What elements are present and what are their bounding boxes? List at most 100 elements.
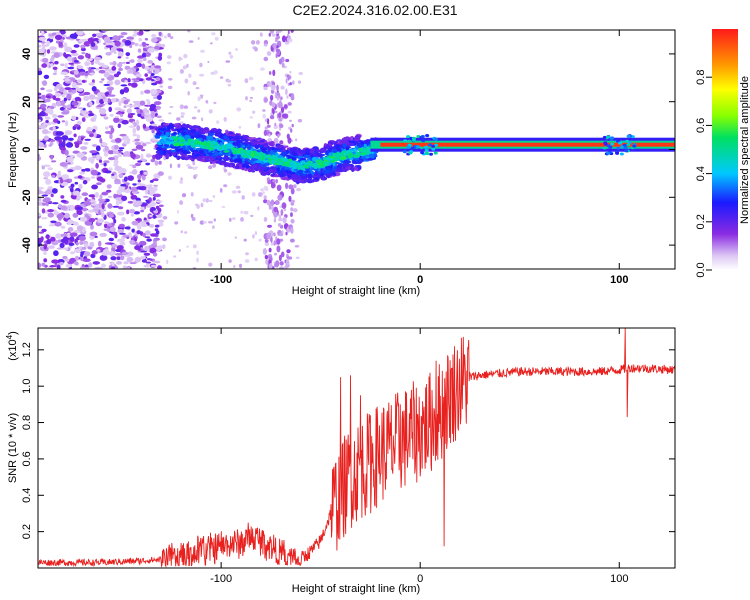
heatmap-cell: [264, 162, 270, 166]
heatmap-cell: [86, 126, 93, 131]
heatmap-cell: [238, 125, 242, 129]
heatmap-cell: [55, 233, 62, 239]
colorbar-tick-label: 0.6: [695, 118, 707, 133]
heatmap-cell: [55, 40, 60, 44]
heatmap-cell: [108, 106, 112, 113]
heatmap-cell: [273, 252, 278, 256]
heatmap-cell: [244, 162, 249, 166]
heatmap-cell: [77, 175, 83, 179]
heatmap-cell: [141, 259, 147, 263]
heatmap-cell: [281, 113, 287, 118]
heatmap-cell: [67, 227, 74, 232]
heatmap-cell: [151, 37, 158, 43]
heatmap-cell: [95, 67, 100, 71]
heatmap-cell: [38, 125, 47, 129]
heatmap-cell: [43, 197, 51, 202]
heatmap-cell: [111, 261, 115, 267]
heatmap-cell: [291, 93, 295, 100]
heatmap-cell: [299, 157, 307, 161]
heatmap-cell: [121, 195, 128, 201]
heatmap-cell: [243, 154, 248, 159]
heatmap-cell: [264, 154, 268, 158]
heatmap-cell: [295, 138, 298, 142]
heatmap-cell: [279, 124, 284, 128]
heatmap-cell: [38, 154, 41, 161]
heatmap-cell: [132, 183, 137, 186]
heatmap-cell: [64, 248, 69, 251]
heatmap-cell: [603, 141, 608, 145]
heatmap-cell: [285, 88, 288, 96]
heatmap-cell: [207, 61, 210, 63]
heatmap-cell: [109, 113, 114, 117]
heatmap-cell: [50, 139, 56, 142]
heatmap-cell: [38, 92, 42, 96]
heatmap-cell: [105, 40, 114, 44]
heatmap-cell: [42, 123, 50, 126]
heatmap-cell: [181, 131, 187, 136]
heatmap-cell: [144, 73, 148, 77]
heatmap-cell: [73, 60, 79, 63]
heatmap-cell: [275, 48, 281, 53]
heatmap-cell: [127, 175, 134, 181]
heatmap-cell: [108, 214, 114, 218]
heatmap-cell: [133, 211, 141, 215]
heatmap-cell: [108, 237, 115, 242]
heatmap-cell: [132, 164, 137, 169]
heatmap-cell: [280, 157, 284, 162]
heatmap-cell: [171, 146, 175, 149]
heatmap-cell: [208, 132, 214, 136]
heatmap-cell: [76, 197, 80, 201]
heatmap-cell: [155, 230, 160, 235]
heatmap-cell: [101, 142, 108, 147]
heatmap-cell: [61, 174, 69, 180]
heatmap-cell: [219, 188, 223, 193]
heatmap-cell: [137, 174, 142, 180]
heatmap-cell: [263, 56, 269, 62]
heatmap-cell: [606, 144, 611, 148]
heatmap-cell: [248, 137, 255, 140]
heatmap-cell: [274, 122, 277, 127]
heatmap-cell: [208, 109, 213, 114]
heatmap-cell: [316, 149, 320, 153]
heatmap-cell: [237, 143, 241, 149]
heatmap-cell: [38, 107, 43, 110]
heatmap-cell: [218, 160, 222, 165]
heatmap-cell: [56, 100, 61, 107]
y-tick-label: 1.2: [21, 342, 33, 357]
heatmap-cell: [59, 242, 65, 248]
heatmap-cell: [134, 107, 140, 110]
heatmap-cell: [133, 30, 137, 35]
heatmap-cell: [285, 182, 289, 189]
heatmap-cell: [96, 182, 102, 186]
heatmap-cell: [155, 147, 163, 151]
heatmap-cell: [409, 136, 413, 140]
heatmap-cell: [221, 205, 226, 208]
heatmap-cell: [622, 143, 627, 147]
heatmap-cell: [212, 195, 216, 198]
heatmap-cell: [43, 251, 47, 255]
heatmap-cell: [325, 144, 331, 150]
spectrogram-panel: -100 0 100 -40 -20 0 20 40 Height of straight l…: [7, 29, 676, 297]
heatmap-cell: [337, 163, 344, 168]
heatmap-cell: [255, 160, 263, 164]
heatmap-cell: [138, 37, 142, 42]
heatmap-cell: [267, 224, 272, 228]
heatmap-cell: [330, 159, 336, 163]
heatmap-cell: [85, 112, 90, 114]
heatmap-cell: [40, 94, 46, 100]
heatmap-cell: [142, 57, 147, 61]
heatmap-cell: [58, 142, 66, 148]
heatmap-cell: [420, 135, 425, 138]
heatmap-cell: [283, 145, 289, 148]
heatmap-cell: [38, 189, 42, 195]
heatmap-cell: [134, 138, 141, 142]
heatmap-cell: [88, 217, 96, 223]
heatmap-cell: [204, 130, 208, 134]
heatmap-cell: [182, 124, 187, 127]
heatmap-cell: [298, 149, 306, 154]
heatmap-cell: [144, 188, 148, 195]
heatmap-cell: [64, 78, 71, 82]
heatmap-cell: [275, 164, 280, 168]
heatmap-cell: [93, 37, 99, 42]
heatmap-cell: [235, 165, 240, 169]
